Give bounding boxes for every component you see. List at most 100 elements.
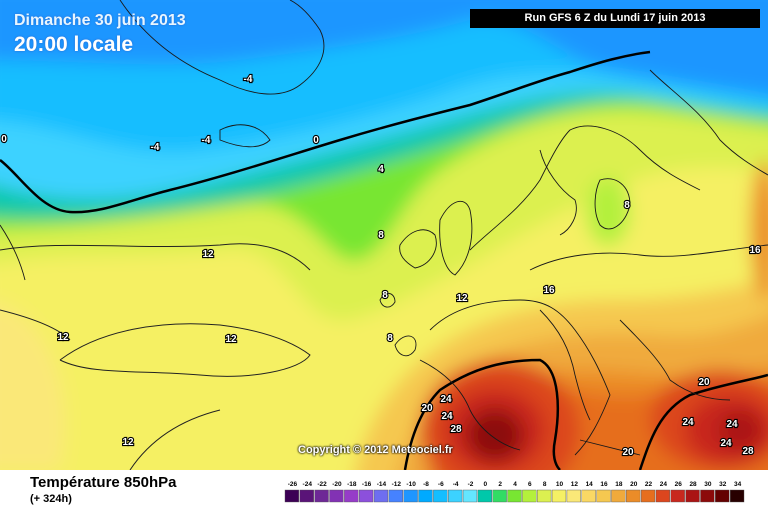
legend-tick-label: 6 — [528, 481, 532, 488]
legend-tick-label: 28 — [689, 481, 697, 488]
coastlines — [0, 0, 768, 456]
contour-label: 12 — [122, 437, 134, 448]
legend-swatch — [715, 489, 730, 503]
lead-time: (+ 324h) — [30, 493, 72, 505]
legend-swatch — [729, 489, 745, 503]
legend-swatch — [448, 489, 463, 503]
contour-label: 20 — [421, 403, 433, 414]
contour-label: 12 — [456, 293, 468, 304]
contour-label: 12 — [57, 332, 69, 343]
isotherm-20-east — [638, 373, 768, 470]
legend-tick-label: 16 — [600, 481, 608, 488]
legend-tick-label: 18 — [615, 481, 623, 488]
contour-label: 24 — [720, 438, 732, 449]
legend-swatch — [596, 489, 611, 503]
contour-label: -4 — [244, 74, 253, 85]
legend-tick-label: 34 — [734, 481, 742, 488]
legend-tick-label: 22 — [645, 481, 653, 488]
legend-tick-label: -22 — [317, 481, 327, 488]
legend-tick-label: 20 — [630, 481, 638, 488]
legend-tick-label: -8 — [423, 481, 429, 488]
legend-tick-label: -20 — [332, 481, 342, 488]
legend-swatch — [388, 489, 403, 503]
legend-tick-label: -16 — [362, 481, 372, 488]
legend-swatch — [507, 489, 522, 503]
contour-label: 4 — [378, 164, 384, 175]
contour-label: -4 — [202, 135, 211, 146]
legend-tick-label: -26 — [288, 481, 298, 488]
temperature-map: -4 -4 -4 0 0 4 8 8 8 8 12 12 12 12 12 16 16 20 20 20 24 24 24 2… — [0, 0, 768, 470]
legend-swatch — [640, 489, 656, 503]
forecast-time: 20:00 locale — [14, 33, 134, 56]
legend-tick-label: -18 — [347, 481, 357, 488]
legend-tick-label: 32 — [719, 481, 727, 488]
legend-tick-label: 26 — [675, 481, 683, 488]
contour-label: 8 — [387, 333, 393, 344]
legend-swatch — [522, 489, 537, 503]
legend-tick-label: 8 — [543, 481, 547, 488]
legend-tick-label: 10 — [556, 481, 564, 488]
legend-tick-label: -12 — [392, 481, 402, 488]
contour-label: 8 — [382, 290, 388, 301]
contour-label: 28 — [742, 446, 754, 457]
legend-swatch — [566, 489, 581, 503]
copyright-text: Copyright © 2012 Meteociel.fr — [298, 444, 453, 456]
temperature-field — [0, 0, 768, 470]
model-run-banner: Run GFS 6 Z du Lundi 17 juin 2013 — [470, 9, 760, 28]
parameter-title: Température 850hPa — [30, 474, 177, 491]
contour-label: 16 — [749, 245, 761, 256]
contour-label: 8 — [378, 230, 384, 241]
legend-swatch — [611, 489, 626, 503]
contour-label: 24 — [441, 411, 453, 422]
legend-swatch — [433, 489, 448, 503]
legend-swatch — [284, 489, 300, 503]
legend-tick-label: 14 — [586, 481, 594, 488]
contour-label: 8 — [624, 200, 630, 211]
legend-tick-label: 24 — [660, 481, 668, 488]
legend-tick-label: -10 — [406, 481, 416, 488]
legend-swatch — [358, 489, 374, 503]
legend-swatch — [700, 489, 715, 503]
contour-label: 20 — [622, 447, 634, 458]
legend-swatch — [537, 489, 552, 503]
legend-tick-label: 0 — [484, 481, 488, 488]
legend-swatch — [670, 489, 685, 503]
isotherm-20-west — [403, 358, 561, 470]
contour-label: -4 — [151, 142, 160, 153]
legend-swatch — [581, 489, 596, 503]
legend-swatch — [373, 489, 389, 503]
legend-swatch — [403, 489, 418, 503]
contour-label: 16 — [543, 285, 555, 296]
legend-swatch — [685, 489, 700, 503]
legend-tick-label: -6 — [438, 481, 444, 488]
contour-label: 28 — [450, 424, 462, 435]
contour-labels: -4 -4 -4 0 0 4 8 8 8 8 12 12 12 12 12 16 16 20 20 20 24 24 24 2… — [0, 73, 762, 459]
contour-label: 24 — [440, 394, 452, 405]
legend-swatch — [626, 489, 641, 503]
legend-tick-label: -24 — [303, 481, 313, 488]
isotherm-0 — [0, 50, 651, 214]
legend-swatch — [551, 489, 567, 503]
legend-tick-label: -4 — [453, 481, 459, 488]
legend-swatch — [418, 489, 433, 503]
legend-tick-label: -2 — [468, 481, 474, 488]
contour-label: 0 — [313, 135, 319, 146]
legend-swatch — [314, 489, 329, 503]
legend-tick-label: 2 — [498, 481, 502, 488]
legend-swatch — [329, 489, 344, 503]
legend-swatch — [299, 489, 314, 503]
contour-label: 24 — [726, 419, 738, 430]
contour-label: 20 — [698, 377, 710, 388]
legend-tick-label: 30 — [704, 481, 712, 488]
forecast-date: Dimanche 30 juin 2013 — [14, 12, 186, 29]
legend-swatch — [655, 489, 671, 503]
legend-swatch — [462, 489, 478, 503]
legend-tick-label: 12 — [571, 481, 579, 488]
contour-label: 24 — [682, 417, 694, 428]
legend-swatch — [344, 489, 359, 503]
contour-label: 12 — [225, 334, 237, 345]
legend-tick-label: -14 — [377, 481, 387, 488]
color-scale-legend: -26 -24 -22 -20 -18 -16 -14 -12 -10 -8 -6 -4 -2 0 2 4 6 8… — [284, 481, 745, 503]
contour-label: 12 — [202, 249, 214, 260]
contour-label: 0 — [1, 134, 7, 145]
